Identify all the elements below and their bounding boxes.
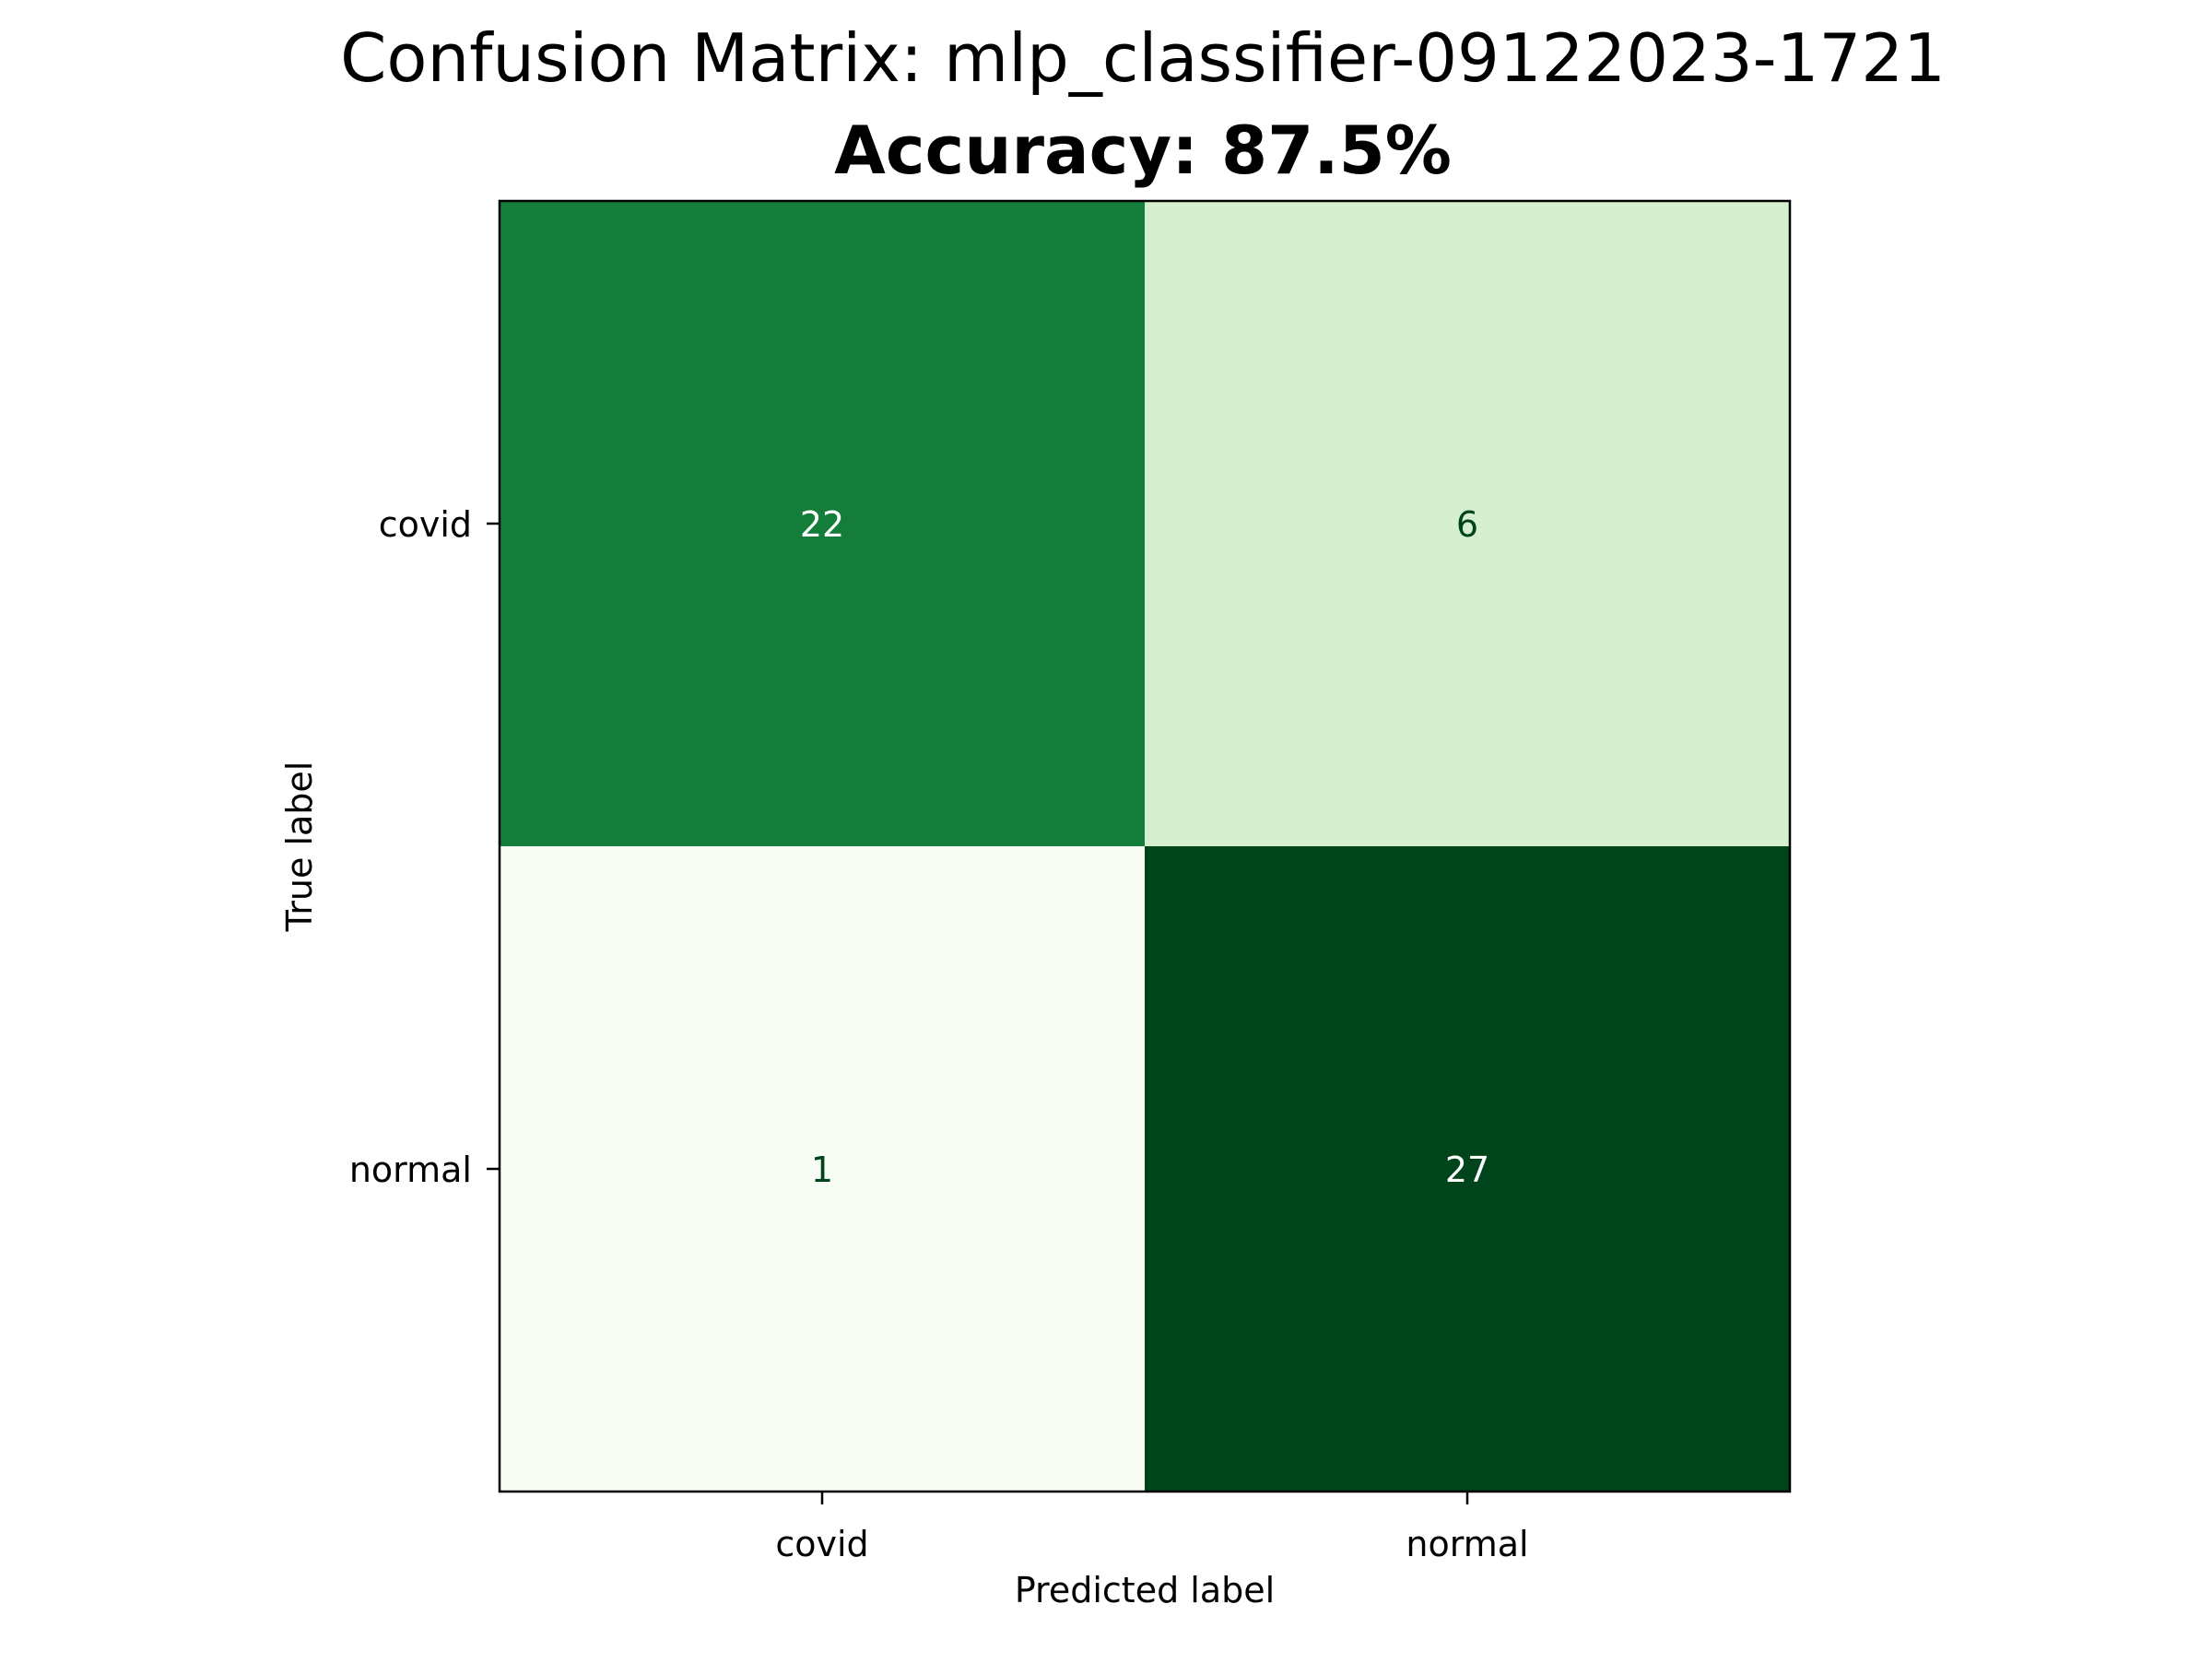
matrix-cell-labels: 22 6 1 27	[800, 504, 1489, 1190]
x-axis-ticks: covid normal	[775, 1492, 1529, 1564]
y-tick-label-normal: normal	[349, 1150, 472, 1190]
chart-title: Confusion Matrix: mlp_classifier-0912202…	[340, 19, 1946, 97]
matrix-cell-covid-covid	[500, 201, 1145, 846]
x-axis-label: Predicted label	[1015, 1570, 1275, 1610]
matrix-cell-normal-normal	[1145, 846, 1790, 1492]
x-tick-label-normal: normal	[1406, 1524, 1528, 1564]
cell-value-label: 22	[800, 504, 844, 545]
axes-frame	[498, 199, 1792, 1493]
chart-subtitle: Accuracy: 87.5%	[834, 112, 1452, 189]
cell-value-label: 1	[811, 1150, 833, 1190]
cell-value-label: 6	[1456, 504, 1478, 545]
y-tick-label-covid: covid	[379, 504, 472, 545]
y-axis-label: True label	[279, 761, 320, 933]
cell-value-label: 27	[1445, 1150, 1489, 1190]
matrix-cells	[500, 201, 1790, 1492]
matrix-cell-covid-normal	[1145, 201, 1790, 846]
y-axis-ticks: covid normal	[349, 504, 500, 1190]
x-tick-label-covid: covid	[775, 1524, 868, 1564]
matrix-cell-normal-covid	[500, 846, 1145, 1492]
